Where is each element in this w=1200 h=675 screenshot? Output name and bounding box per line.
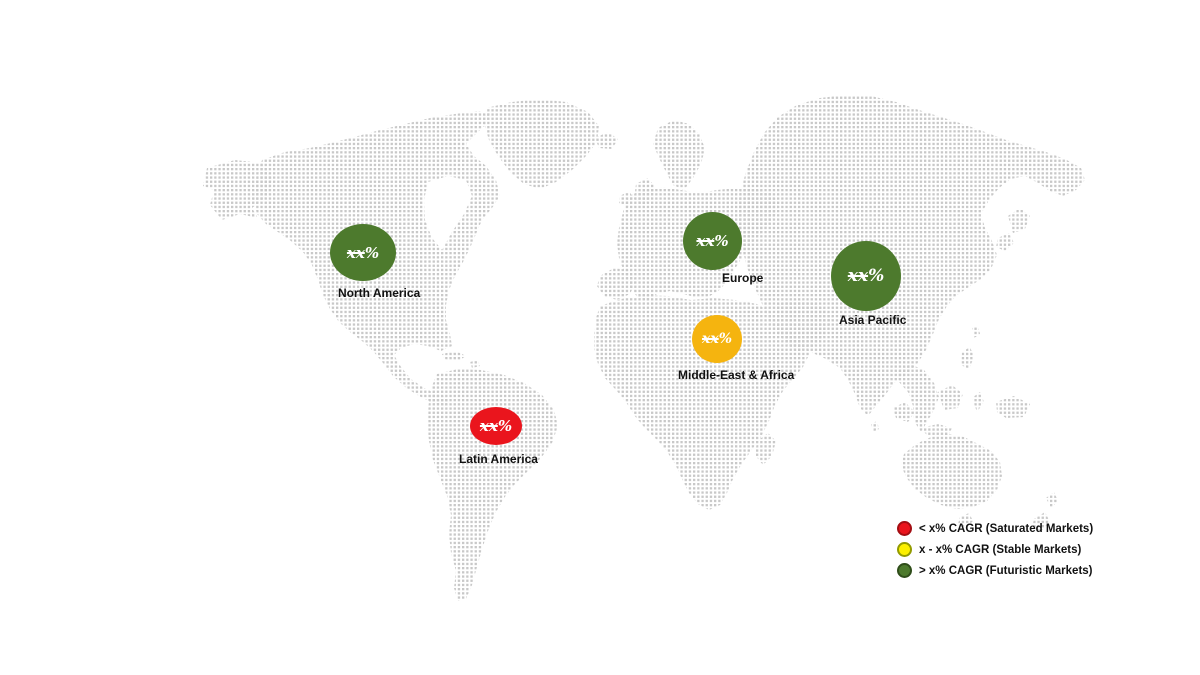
island-ireland	[619, 191, 634, 207]
region-bubble-asia-pacific: xx%	[831, 241, 901, 311]
region-bubble-latin-america: xx%	[470, 407, 522, 445]
island-greenland	[484, 99, 599, 189]
legend-label-futuristic: > x% CAGR (Futuristic Markets)	[919, 564, 1093, 577]
region-value: xx%	[479, 417, 513, 435]
region-label-asia-pacific: Asia Pacific	[839, 313, 907, 327]
region-bubble-north-america: xx%	[330, 224, 396, 281]
legend-item-futuristic: > x% CAGR (Futuristic Markets)	[897, 563, 1093, 578]
island-sulawesi	[972, 392, 984, 412]
hudson-bay-water	[424, 176, 472, 250]
legend-dot-stable	[897, 542, 912, 557]
island-new-zealand-south	[1032, 512, 1050, 531]
island-hispaniola	[470, 360, 480, 368]
island-cuba	[442, 351, 466, 361]
legend-label-saturated: < x% CAGR (Saturated Markets)	[919, 522, 1094, 535]
legend-label-stable: x - x% CAGR (Stable Markets)	[919, 543, 1082, 556]
island-borneo	[938, 385, 963, 410]
island-taiwan	[972, 326, 980, 338]
island-uk	[634, 178, 655, 206]
island-new-zealand-north	[1046, 492, 1058, 508]
region-label-middle-east-africa: Middle-East & Africa	[678, 368, 795, 382]
region-bubble-middle-east-africa: xx%	[692, 315, 742, 363]
legend-dot-saturated	[897, 521, 912, 536]
continent-africa	[594, 295, 810, 510]
continent-asia	[738, 95, 1085, 416]
island-java	[920, 424, 952, 436]
region-value: xx%	[847, 266, 885, 286]
peninsula-iberia	[597, 268, 636, 300]
region-value: xx%	[346, 243, 380, 262]
island-japan-south	[996, 233, 1014, 251]
island-madagascar	[755, 433, 776, 465]
island-japan-north	[1008, 208, 1030, 233]
island-tasmania	[958, 513, 973, 528]
legend-item-saturated: < x% CAGR (Saturated Markets)	[897, 521, 1093, 536]
peninsula-southeast-asia	[896, 364, 939, 432]
island-iceland	[595, 132, 618, 149]
island-new-guinea	[996, 396, 1030, 418]
legend-item-stable: x - x% CAGR (Stable Markets)	[897, 542, 1093, 557]
region-bubble-europe: xx%	[683, 212, 742, 270]
legend: < x% CAGR (Saturated Markets) x - x% CAG…	[897, 521, 1093, 584]
region-label-north-america: North America	[338, 286, 421, 300]
region-label-latin-america: Latin America	[459, 452, 538, 466]
continent-australia	[901, 434, 1002, 509]
region-value: xx%	[701, 331, 732, 347]
island-philippines	[961, 347, 974, 369]
peninsula-scandinavia	[653, 120, 705, 190]
region-label-europe: Europe	[722, 271, 764, 285]
legend-dot-futuristic	[897, 563, 912, 578]
island-sri-lanka	[871, 421, 879, 432]
region-value: xx%	[696, 232, 729, 250]
island-sumatra	[893, 402, 915, 422]
continent-south-america	[427, 369, 558, 601]
